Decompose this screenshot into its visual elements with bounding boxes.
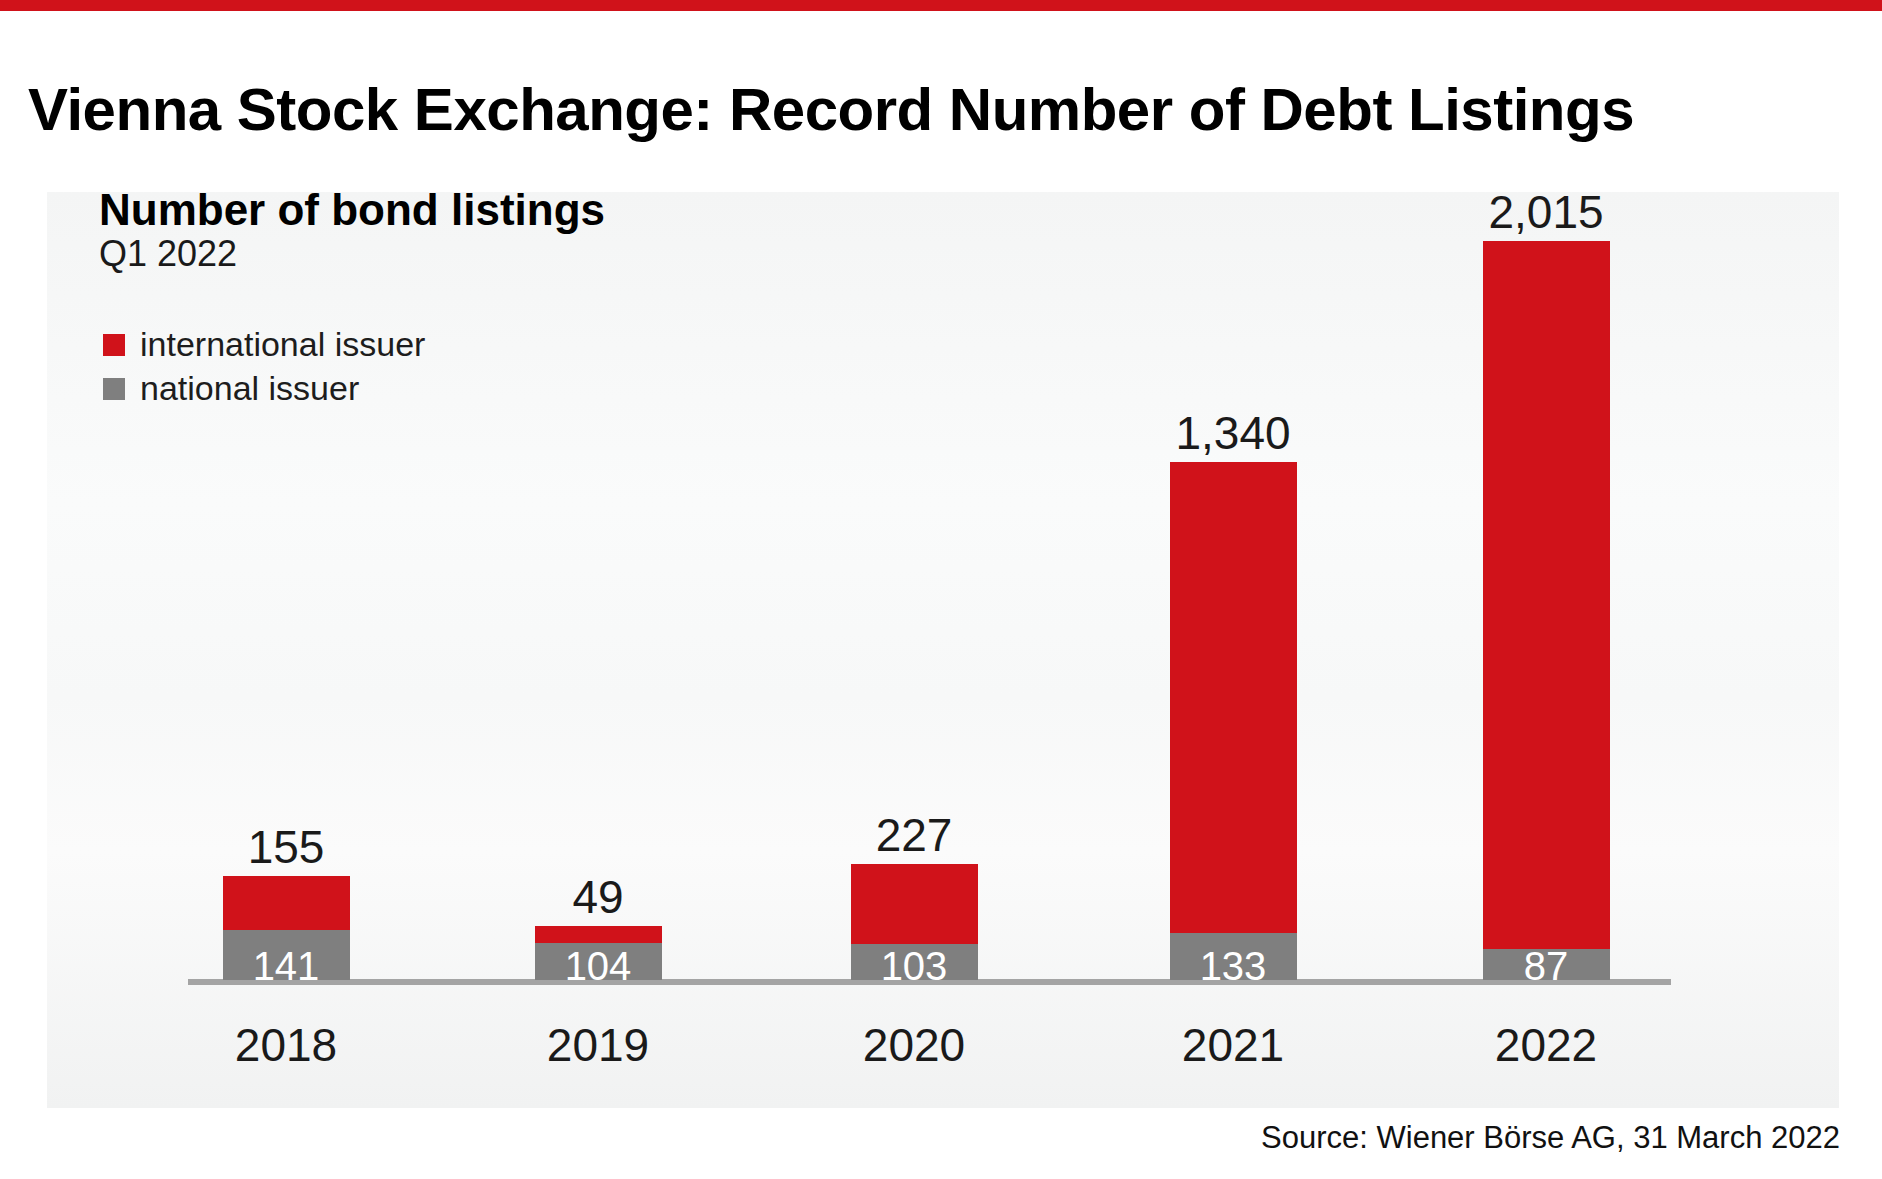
legend-item-international: international issuer: [103, 326, 425, 363]
legend-swatch-international: [103, 334, 125, 356]
top-accent-bar: [0, 0, 1882, 11]
legend-label-national: national issuer: [140, 370, 359, 407]
infographic-root: Vienna Stock Exchange: Record Number of …: [0, 0, 1882, 1179]
source-note: Source: Wiener Börse AG, 31 March 2022: [1261, 1120, 1840, 1156]
chart-subheading: Q1 2022: [99, 234, 237, 274]
chart-heading: Number of bond listings: [99, 186, 605, 234]
chart-panel: Number of bond listings Q1 2022 internat…: [47, 192, 1839, 1108]
legend: international issuer national issuer: [103, 326, 425, 415]
x-axis-line: [188, 979, 1671, 985]
legend-label-international: international issuer: [140, 326, 425, 363]
legend-swatch-national: [103, 378, 125, 400]
page-title: Vienna Stock Exchange: Record Number of …: [28, 74, 1634, 146]
legend-item-national: national issuer: [103, 370, 425, 407]
